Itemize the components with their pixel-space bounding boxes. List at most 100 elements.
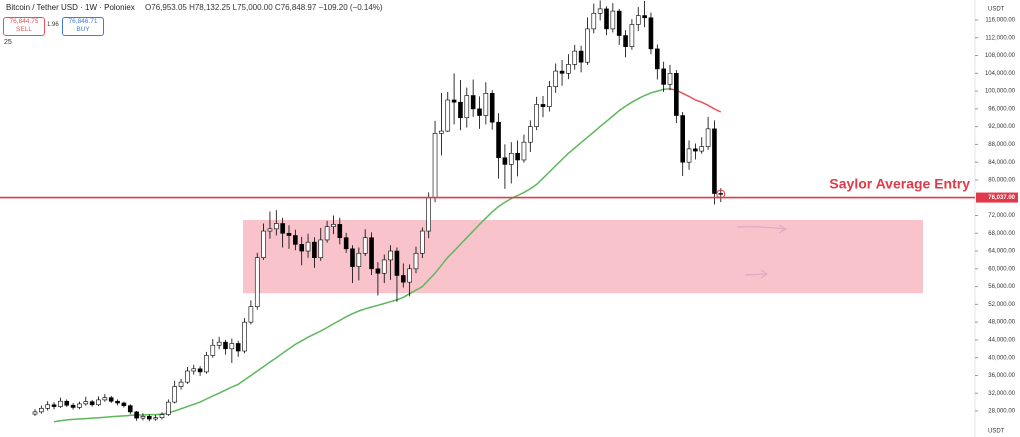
candle-body: [210, 344, 216, 356]
candle-body: [388, 250, 393, 261]
candle-body: [451, 99, 457, 103]
candle-body: [299, 244, 305, 252]
candle-body: [667, 73, 673, 85]
y-tick-label: 80,000.00: [988, 178, 1015, 184]
candle-body: [204, 355, 209, 373]
candle-body: [121, 402, 127, 406]
candle-body: [534, 104, 539, 127]
candle-body: [108, 397, 114, 402]
candle-body: [394, 250, 400, 276]
y-tick-label: 40,000.00: [988, 355, 1015, 361]
candle-body: [216, 341, 222, 346]
candle-body: [254, 257, 260, 307]
candle-body: [502, 157, 508, 165]
candle-body: [318, 239, 324, 259]
candle-body: [89, 401, 95, 406]
candle-body: [508, 152, 514, 165]
candle-body: [32, 411, 38, 415]
candle-body: [661, 68, 666, 85]
candle-body: [134, 411, 139, 419]
candle-body: [407, 268, 412, 283]
candle-body: [331, 224, 336, 227]
candle-body: [185, 370, 190, 383]
candle-body: [470, 95, 476, 110]
buy-button[interactable]: 76,846.71 BUY: [62, 17, 104, 36]
candle-body: [572, 50, 578, 65]
candle-body: [242, 321, 247, 352]
y-tick-label: 60,000.00: [988, 266, 1015, 272]
candle-body: [527, 126, 533, 143]
candle-body: [680, 115, 686, 163]
indicator[interactable]: 25: [4, 39, 12, 46]
candle-body: [445, 99, 451, 132]
sell-button[interactable]: 76,844.75 SELL: [3, 17, 45, 36]
y-tick-label: 56,000.00: [988, 284, 1015, 290]
candle-body: [693, 148, 698, 152]
candle-body: [420, 230, 425, 254]
y-tick-label: 116,000.00: [985, 18, 1015, 24]
candle-body: [699, 146, 705, 152]
candle-body: [515, 152, 520, 161]
candle-body: [337, 224, 343, 239]
y-tick-label: 52,000.00: [988, 302, 1015, 308]
candle-body: [166, 401, 171, 415]
candle-body: [127, 405, 133, 413]
candle-body: [718, 193, 724, 195]
y-tick-label: 108,000.00: [985, 53, 1016, 59]
zone: [243, 219, 923, 294]
candle-body: [464, 95, 470, 119]
candle-body: [102, 397, 108, 401]
candle-body: [712, 128, 717, 194]
currency-label: USDT: [988, 7, 1005, 13]
candle-body: [654, 48, 660, 70]
y-tick-label: 64,000.00: [988, 249, 1015, 255]
candle-body: [70, 404, 76, 408]
moving-average: [53, 88, 671, 423]
candle-body: [566, 64, 571, 74]
candle-body: [191, 368, 197, 372]
candle-body: [362, 237, 368, 254]
candle-body: [261, 230, 266, 259]
candle-body: [413, 252, 419, 270]
candle-body: [273, 223, 279, 230]
candle-body: [616, 10, 622, 36]
candle-body: [45, 404, 51, 409]
candle-body: [553, 70, 559, 87]
candle-body: [293, 235, 298, 245]
candle-body: [705, 128, 711, 147]
candle-body: [585, 28, 590, 63]
last-price-marker: [716, 189, 726, 199]
candle-body: [115, 400, 120, 404]
candle-body: [178, 381, 184, 387]
y-tick-label: 100,000.00: [985, 89, 1016, 95]
level-label: 76,037.00: [988, 195, 1015, 201]
candle-body: [489, 93, 495, 123]
y-tick-label: 48,000.00: [988, 320, 1015, 326]
y-tick-label: 36,000.00: [988, 373, 1015, 379]
sell-label: SELL: [16, 26, 32, 33]
level-tag: [976, 192, 1018, 203]
candle-body: [356, 252, 362, 267]
candle-body: [648, 17, 654, 50]
candle-body: [369, 237, 374, 270]
candle-body: [483, 93, 489, 116]
candle-body: [51, 404, 57, 407]
candle-body: [248, 306, 254, 323]
currency-label: USDT: [988, 429, 1005, 435]
y-tick-label: 28,000.00: [988, 409, 1015, 415]
candle-body: [591, 13, 597, 30]
candle-body: [324, 226, 330, 241]
sell-price: 76,844.75: [9, 18, 39, 25]
candle-body: [521, 141, 527, 161]
candle-body: [286, 232, 292, 236]
candle-body: [547, 86, 552, 107]
spread: 1.96: [47, 22, 59, 28]
candle-body: [439, 130, 444, 134]
candle-body: [172, 386, 177, 403]
y-tick-label: 92,000.00: [988, 124, 1015, 130]
candle-body: [381, 259, 387, 274]
candle-body: [623, 35, 628, 47]
level-text: Saylor Average Entry: [829, 175, 970, 191]
